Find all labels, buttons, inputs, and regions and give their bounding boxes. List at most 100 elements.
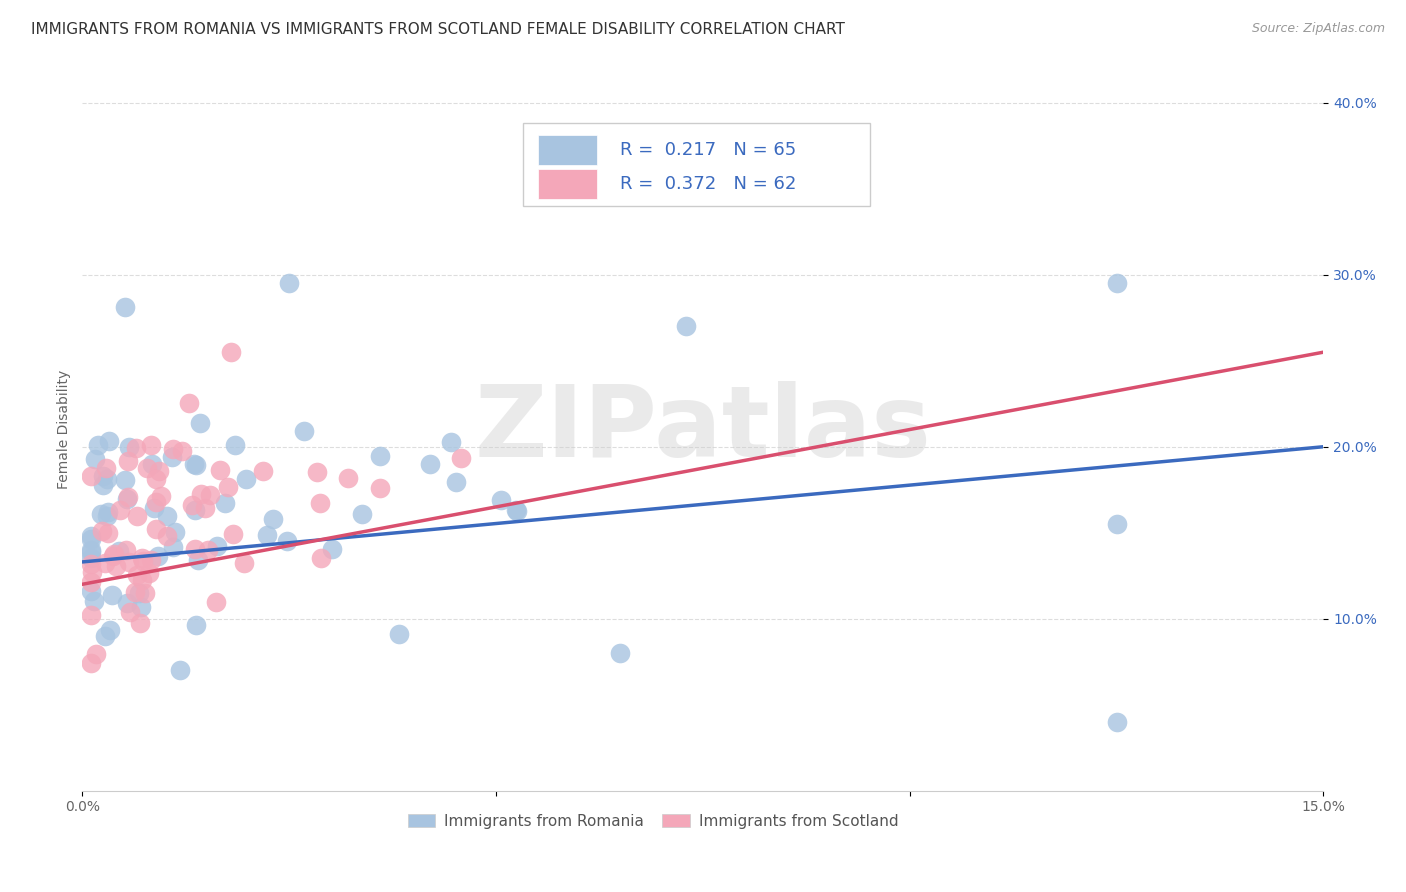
Point bbox=[156, 509, 179, 524]
Point bbox=[183, 457, 205, 471]
Point bbox=[337, 471, 360, 485]
Point bbox=[79, 557, 101, 571]
Text: IMMIGRANTS FROM ROMANIA VS IMMIGRANTS FROM SCOTLAND FEMALE DISABILITY CORRELATIO: IMMIGRANTS FROM ROMANIA VS IMMIGRANTS FR… bbox=[31, 22, 845, 37]
Point bbox=[214, 496, 236, 510]
Point bbox=[80, 565, 103, 579]
Point bbox=[162, 442, 184, 457]
Point bbox=[309, 551, 332, 566]
Point bbox=[205, 539, 228, 553]
Point bbox=[97, 525, 120, 540]
FancyBboxPatch shape bbox=[537, 135, 598, 165]
Point bbox=[209, 463, 232, 477]
Point bbox=[117, 453, 139, 467]
Point bbox=[101, 588, 124, 602]
Point bbox=[131, 550, 153, 565]
Y-axis label: Female Disability: Female Disability bbox=[58, 370, 72, 489]
Point bbox=[309, 496, 332, 510]
Point bbox=[150, 489, 173, 503]
Point bbox=[114, 300, 136, 314]
Point bbox=[278, 277, 301, 291]
Point bbox=[124, 441, 146, 455]
Point bbox=[181, 498, 204, 512]
Point bbox=[98, 434, 121, 448]
Point bbox=[177, 396, 200, 410]
Point bbox=[124, 585, 146, 599]
FancyBboxPatch shape bbox=[523, 123, 870, 206]
Point bbox=[138, 566, 160, 580]
Point bbox=[94, 629, 117, 643]
Point bbox=[131, 573, 153, 587]
Point bbox=[79, 532, 101, 546]
Point bbox=[197, 542, 219, 557]
Point bbox=[118, 605, 141, 619]
Point bbox=[105, 559, 128, 574]
Point bbox=[1105, 277, 1128, 291]
Text: Source: ZipAtlas.com: Source: ZipAtlas.com bbox=[1251, 22, 1385, 36]
Point bbox=[129, 600, 152, 615]
Point bbox=[145, 472, 167, 486]
Point bbox=[184, 503, 207, 517]
Point bbox=[252, 464, 274, 478]
Point bbox=[675, 319, 697, 334]
Point bbox=[84, 452, 107, 467]
Point bbox=[163, 524, 186, 539]
Point bbox=[79, 542, 101, 557]
Point bbox=[90, 507, 112, 521]
Point bbox=[224, 438, 246, 452]
Point bbox=[93, 469, 115, 483]
Point bbox=[194, 500, 217, 515]
Point bbox=[160, 450, 183, 465]
Point bbox=[96, 473, 118, 487]
Point bbox=[184, 458, 207, 472]
Point bbox=[321, 541, 343, 556]
Point bbox=[79, 583, 101, 598]
Point bbox=[79, 544, 101, 558]
Point bbox=[128, 586, 150, 600]
Point bbox=[145, 522, 167, 536]
Point bbox=[583, 147, 606, 161]
Point bbox=[141, 553, 163, 567]
Point bbox=[103, 547, 125, 561]
Point bbox=[94, 461, 117, 475]
Point bbox=[79, 529, 101, 543]
Point bbox=[276, 534, 298, 549]
Point bbox=[87, 437, 110, 451]
Point bbox=[217, 480, 239, 494]
Point bbox=[86, 647, 108, 661]
Point bbox=[198, 488, 221, 502]
Point bbox=[419, 457, 441, 471]
Point bbox=[108, 544, 131, 558]
Point bbox=[205, 595, 228, 609]
Point bbox=[450, 451, 472, 466]
Point bbox=[444, 475, 467, 490]
Point bbox=[114, 473, 136, 487]
Point bbox=[118, 440, 141, 454]
Point bbox=[169, 663, 191, 677]
Point bbox=[233, 556, 256, 570]
Point bbox=[103, 549, 125, 563]
Point bbox=[172, 444, 194, 458]
Point bbox=[489, 492, 512, 507]
Text: R =  0.372   N = 62: R = 0.372 N = 62 bbox=[620, 175, 796, 193]
Point bbox=[117, 556, 139, 570]
Point bbox=[221, 527, 243, 541]
Point bbox=[368, 449, 391, 463]
Point bbox=[262, 511, 284, 525]
Point bbox=[440, 434, 463, 449]
Point bbox=[235, 472, 257, 486]
Point bbox=[132, 554, 155, 568]
Point bbox=[114, 542, 136, 557]
Point bbox=[188, 417, 211, 431]
Point bbox=[156, 529, 179, 543]
Point bbox=[91, 478, 114, 492]
Point bbox=[505, 503, 527, 517]
Point bbox=[609, 646, 631, 660]
Point bbox=[141, 458, 163, 472]
Point bbox=[1105, 517, 1128, 532]
Point bbox=[187, 553, 209, 567]
Text: R =  0.217   N = 65: R = 0.217 N = 65 bbox=[620, 141, 796, 159]
Point bbox=[506, 504, 529, 518]
Point bbox=[1105, 714, 1128, 729]
Point bbox=[117, 596, 139, 610]
Point bbox=[91, 524, 114, 539]
